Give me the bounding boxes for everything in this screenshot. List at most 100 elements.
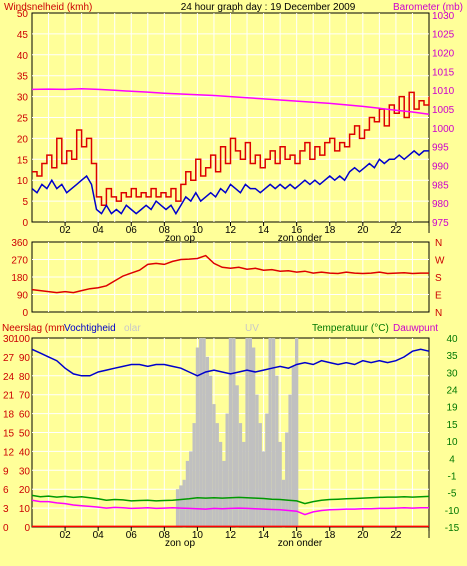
solar-bar <box>291 366 295 527</box>
solar-bar <box>195 347 200 527</box>
wind-tick-label: 20 <box>17 134 29 145</box>
solar-axis-label: olar <box>124 323 141 334</box>
x-tick-label: 10 <box>192 225 204 236</box>
solar-bar <box>265 413 269 527</box>
sunrise-label-1: zon op <box>165 233 195 244</box>
solar-bar <box>202 338 206 527</box>
direction-tick-label: 180 <box>11 273 28 284</box>
solar-bar <box>192 423 196 527</box>
barometer-tick-label: 985 <box>432 180 449 191</box>
humidity-tick-label: 20 <box>19 485 31 496</box>
humidity-axis-label: Vochtigheid <box>64 323 116 334</box>
x-tick-label: I <box>428 225 431 236</box>
compass-tick-label: N <box>435 308 442 319</box>
direction-y-ticks: 360 270 180 90 0 <box>11 238 28 319</box>
temperature-y-ticks: 40 35 30 24 19 15 10 4 -1 -5 -10 -15 <box>445 334 460 534</box>
compass-tick-label: E <box>435 291 442 302</box>
direction-series <box>31 254 429 294</box>
wind-grid <box>32 13 429 222</box>
humidity-tick-label: 50 <box>19 429 31 440</box>
solar-bar <box>255 394 259 527</box>
temperature-tick-label: -10 <box>445 506 460 517</box>
solar-bar <box>179 485 183 527</box>
barometer-tick-label: 1025 <box>432 30 455 41</box>
series-line-temperature_green <box>31 494 430 505</box>
compass-tick-label: N <box>435 238 442 249</box>
x-tick-label: 14 <box>258 530 270 541</box>
barometer-tick-label: 975 <box>432 218 449 229</box>
wind-tick-label: 30 <box>17 93 29 104</box>
solar-bar <box>261 451 266 527</box>
barometer-tick-label: 980 <box>432 199 449 210</box>
solar-bar <box>252 347 256 527</box>
x-tick-label: 10 <box>192 530 204 541</box>
solar-bar <box>199 338 203 527</box>
sunset-label-1: zon onder <box>278 233 323 244</box>
solar-bar <box>232 338 236 527</box>
series-line-direction <box>31 254 429 294</box>
wind-x-ticks: 02 04 06 08 10 12 14 16 18 20 22 I <box>60 222 431 236</box>
solar-bar <box>205 356 209 527</box>
x-tick-label: 18 <box>324 530 336 541</box>
humidity-tick-label: 60 <box>19 410 31 421</box>
temperature-tick-label: 19 <box>446 403 458 414</box>
solar-bar <box>218 441 223 527</box>
rain-tick-label: 21 <box>3 391 15 402</box>
solar-bar <box>271 338 276 527</box>
x-tick-label: 22 <box>390 530 402 541</box>
x-tick-label: 20 <box>357 530 369 541</box>
solar-bar <box>288 394 292 527</box>
climate-series <box>31 338 430 528</box>
series-line-wind_red <box>32 91 430 207</box>
temperature-tick-label: -5 <box>448 489 457 500</box>
x-tick-label: I <box>428 530 431 541</box>
x-tick-label: 12 <box>225 530 237 541</box>
temperature-axis-label: Temperatuur (°C) <box>312 323 389 334</box>
x-tick-label: 06 <box>126 225 138 236</box>
humidity-tick-label: 30 <box>19 466 31 477</box>
solar-bar <box>228 338 233 527</box>
wind-axis-label: Windsnelheid (kmh) <box>4 2 92 13</box>
temperature-tick-label: 24 <box>446 386 458 397</box>
series-line-dewpoint_magenta <box>31 499 429 516</box>
x-tick-label: 02 <box>60 530 72 541</box>
temperature-tick-label: 30 <box>446 368 458 379</box>
rain-axis-label: Neerslag (mm <box>2 323 65 334</box>
series-line-barometer_magenta <box>31 87 430 116</box>
x-tick-label: 08 <box>159 225 171 236</box>
compass-tick-label: S <box>435 273 442 284</box>
humidity-tick-label: 40 <box>19 447 31 458</box>
x-tick-label: 16 <box>291 530 303 541</box>
x-tick-label: 06 <box>126 530 138 541</box>
barometer-tick-label: 1015 <box>432 67 455 78</box>
x-tick-label: 22 <box>390 225 402 236</box>
solar-bar <box>278 441 282 527</box>
direction-tick-label: 90 <box>17 291 29 302</box>
temperature-tick-label: -15 <box>445 523 460 534</box>
x-tick-label: 16 <box>291 225 303 236</box>
solar-bar <box>185 460 190 527</box>
wind-tick-label: 50 <box>17 9 29 20</box>
temperature-tick-label: 10 <box>446 437 458 448</box>
series-line-humidity_blue <box>31 348 430 377</box>
wind-series <box>31 87 430 216</box>
solar-bar <box>212 404 216 527</box>
humidity-tick-label: 10 <box>19 504 31 515</box>
x-tick-label: 18 <box>324 225 336 236</box>
rain-tick-label: 6 <box>3 485 9 496</box>
wind-tick-label: 25 <box>17 114 29 125</box>
solar-bar <box>248 338 252 527</box>
barometer-tick-label: 1030 <box>432 11 455 22</box>
barometer-axis-label: Barometer (mb) <box>393 2 463 13</box>
wind-tick-label: 0 <box>22 218 28 229</box>
temperature-tick-label: 35 <box>446 351 458 362</box>
humidity-tick-label: 0 <box>24 523 30 534</box>
rain-tick-label: 30 <box>3 334 15 345</box>
wind-tick-label: 35 <box>17 72 29 83</box>
rain-tick-label: 0 <box>3 523 9 534</box>
sunrise-label-2: zon op <box>165 538 195 549</box>
wind-tick-label: 5 <box>22 197 28 208</box>
